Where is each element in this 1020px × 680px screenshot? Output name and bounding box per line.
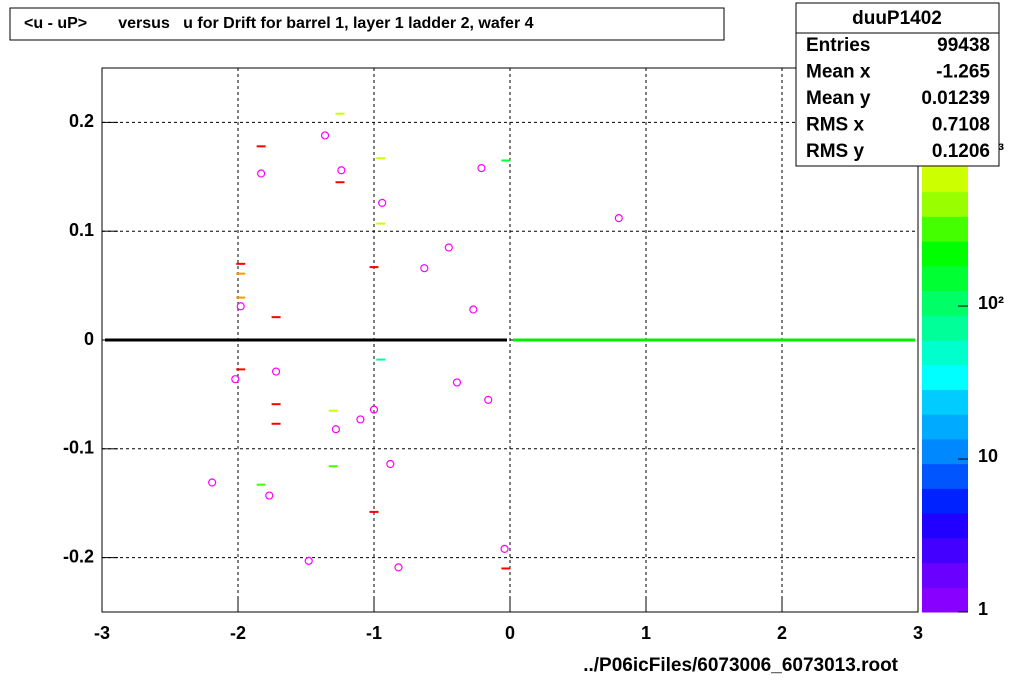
x-tick-label: 2 — [777, 623, 787, 643]
profile-point — [257, 169, 266, 178]
title-box — [9, 7, 725, 41]
profile-point — [484, 395, 493, 404]
profile-point — [444, 243, 453, 252]
color-band — [922, 488, 968, 514]
profile-point — [378, 198, 387, 208]
x-tick-label: 1 — [641, 623, 651, 643]
stats-label: RMS x — [806, 115, 865, 136]
profile-point — [386, 459, 395, 469]
profile-point — [337, 166, 346, 175]
y-tick-label: 0 — [84, 329, 94, 349]
color-band — [922, 216, 968, 242]
color-band — [922, 340, 968, 366]
profile-point — [500, 544, 509, 553]
x-tick-label: -2 — [230, 623, 246, 643]
color-band — [922, 513, 968, 539]
color-band — [922, 389, 968, 415]
color-band — [922, 438, 968, 465]
color-band — [922, 166, 968, 193]
y-tick-label: -0.2 — [63, 546, 94, 566]
profile-point — [614, 214, 623, 223]
color-band — [922, 290, 968, 316]
stats-value: 0.01239 — [921, 88, 990, 109]
profile-point — [420, 264, 429, 273]
stats-label: Entries — [806, 35, 870, 56]
profile-point — [271, 367, 281, 376]
stats-title: duuP1402 — [852, 8, 942, 29]
color-band — [922, 463, 968, 489]
stats-label: Mean y — [806, 88, 871, 109]
stats-value: -1.265 — [936, 62, 990, 83]
x-tick-label: -3 — [94, 623, 110, 643]
profile-point — [320, 131, 330, 140]
color-band — [922, 562, 968, 588]
stats-label: RMS y — [806, 141, 865, 162]
stats-value: 99438 — [937, 35, 990, 56]
color-band — [922, 265, 968, 292]
x-tick-label: -1 — [366, 623, 382, 643]
y-tick-label: -0.1 — [63, 438, 94, 458]
profile-point — [394, 563, 403, 572]
chart-title: <u - uP> versus u for Drift for barrel 1… — [24, 15, 534, 32]
profile-point — [356, 415, 365, 424]
z-tick-label: 1 — [978, 599, 988, 619]
stats-label: Mean x — [806, 62, 871, 83]
color-band — [922, 364, 968, 390]
stats-box: duuP1402 Entries 99438 Mean x -1.265 Mean y 0.… — [795, 2, 1000, 167]
profile-point — [304, 556, 313, 565]
y-tick-label: 0.1 — [69, 220, 94, 240]
profile-point — [208, 478, 217, 487]
color-band — [922, 191, 968, 217]
profile-point — [331, 425, 341, 434]
profile-point — [236, 302, 245, 311]
stats-value: 0.7108 — [932, 115, 990, 136]
z-tick-label: 10 — [978, 446, 998, 466]
stats-frame — [795, 2, 1000, 167]
profile-point — [369, 405, 379, 414]
x-tick-label: 0 — [505, 623, 515, 643]
stats-value: 0.1206 — [932, 141, 990, 162]
x-tick-label: 3 — [913, 623, 923, 643]
color-band — [922, 587, 968, 613]
y-tick-label: 0.2 — [69, 111, 94, 131]
profile-point — [265, 491, 274, 500]
profile-point — [469, 305, 478, 314]
x-axis-label: ../P06icFiles/6073006_6073013.root — [583, 655, 898, 676]
color-band — [922, 537, 968, 564]
profile-point — [452, 378, 462, 387]
color-band — [922, 414, 968, 440]
color-band — [922, 315, 968, 341]
profile-point — [231, 375, 240, 384]
z-tick-label: 10² — [978, 293, 1004, 313]
profile-point — [477, 163, 486, 173]
color-band — [922, 241, 968, 267]
